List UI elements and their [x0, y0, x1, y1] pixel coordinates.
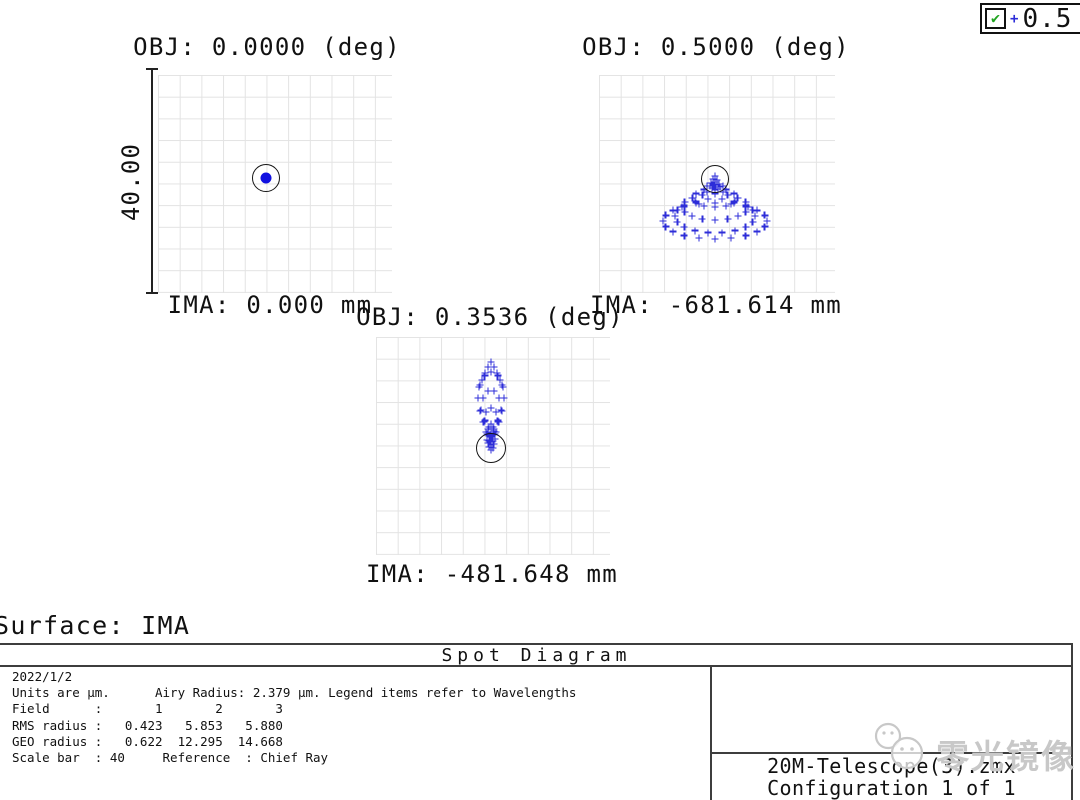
wavelength-checkbox[interactable]: ✔ [985, 8, 1006, 29]
footer-title: Spot Diagram [441, 645, 632, 666]
panel3-ima-label: IMA: -481.648 mm [366, 560, 618, 588]
wavelength-value: 0.5 [1022, 3, 1073, 34]
watermark-logo-icon [874, 722, 924, 770]
footer-right-border [1071, 643, 1073, 800]
wavelength-legend: ✔ + 0.5 [980, 3, 1080, 34]
scale-bar-label: 40.00 [117, 142, 145, 222]
footer-top-line [0, 643, 1073, 645]
check-icon: ✔ [990, 9, 1001, 27]
panel2-title: OBJ: 0.5000 (deg) [582, 33, 850, 61]
scale-bar [146, 68, 158, 294]
panel2-ima-label: IMA: -681.614 mm [590, 291, 842, 319]
surface-label: Surface: IMA [0, 611, 191, 640]
footer-vertical-divider [710, 665, 712, 800]
airy-disk-circle-field1 [252, 164, 280, 192]
panel1-ima-label: IMA: 0.000 mm [167, 291, 373, 319]
panel3-title: OBJ: 0.3536 (deg) [356, 303, 624, 331]
airy-disk-circle-field3 [476, 433, 506, 463]
panel1-title: OBJ: 0.0000 (deg) [133, 33, 401, 61]
lens-file-name: 20M-Telescope(3).zmx [767, 754, 1016, 778]
analysis-summary: 2022/1/2 Units are μm. Airy Radius: 2.37… [12, 669, 577, 766]
airy-disk-circle-field2 [701, 165, 729, 193]
footer-title-underline [0, 665, 1073, 667]
wavelength-marker-icon: + [1010, 10, 1019, 27]
watermark-text: 零光镜像 [936, 737, 1076, 776]
configuration-label: Configuration 1 of 1 [767, 776, 1016, 800]
